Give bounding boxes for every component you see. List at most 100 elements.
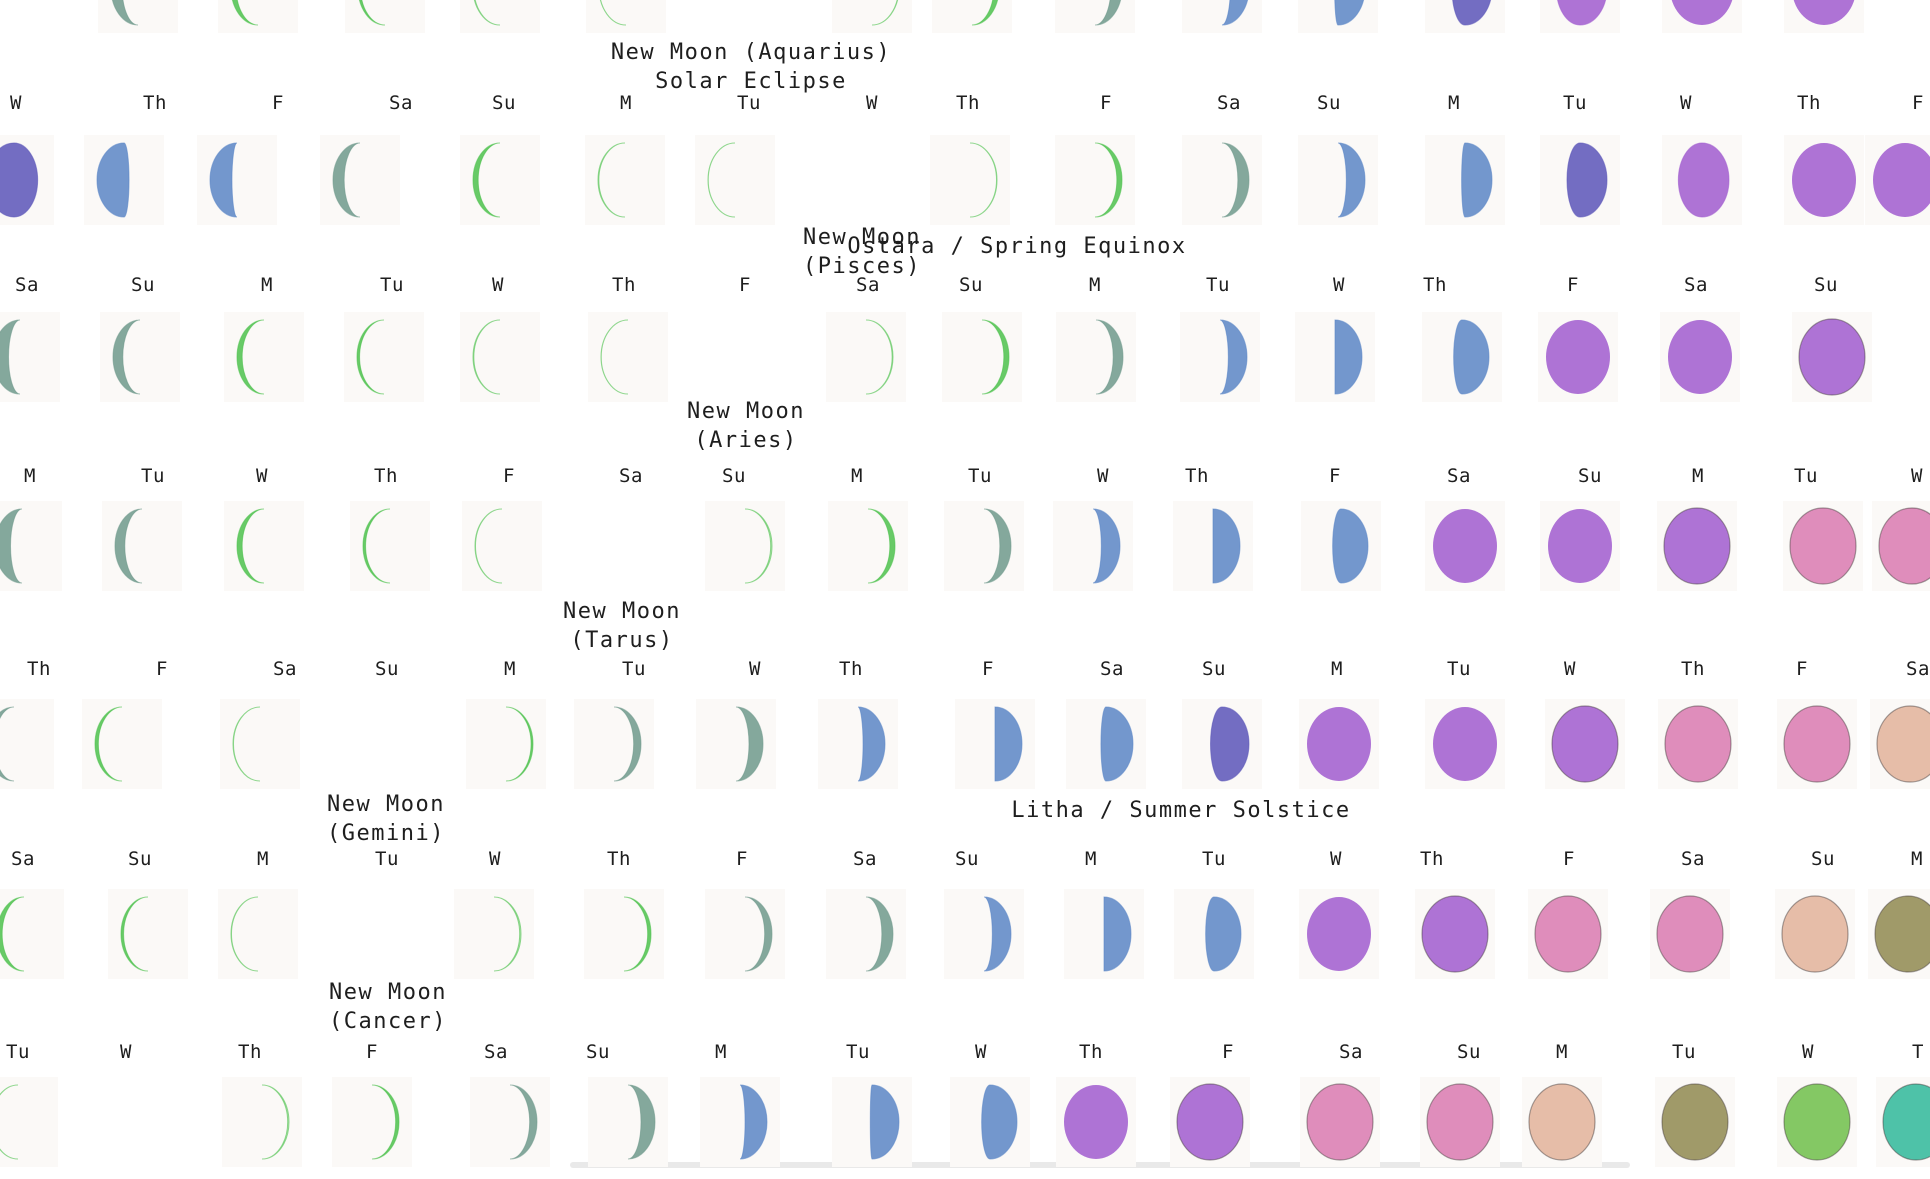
day-label: Th xyxy=(1423,274,1447,296)
day-label: Th xyxy=(612,274,636,296)
day-label: Th xyxy=(143,92,167,114)
moon-phase xyxy=(0,699,54,789)
moon-phase xyxy=(696,699,776,789)
moon-phase xyxy=(1182,135,1262,225)
moon-phase xyxy=(1299,889,1379,979)
moon-phase xyxy=(944,889,1024,979)
moon-phase xyxy=(944,501,1024,591)
day-label: Th xyxy=(1079,1041,1103,1063)
day-label: Tu xyxy=(1206,274,1230,296)
moon-phase xyxy=(705,889,785,979)
day-label: M xyxy=(1448,92,1460,114)
day-label: Su xyxy=(492,92,516,114)
annotation-line: Litha / Summer Solstice xyxy=(1011,798,1351,823)
moon-phase xyxy=(100,312,180,402)
day-label: Tu xyxy=(375,848,399,870)
moon-phase xyxy=(1538,312,1618,402)
day-label: W xyxy=(1680,92,1692,114)
moon-phase xyxy=(1660,312,1740,402)
moon-phase xyxy=(1783,501,1863,591)
day-label: Su xyxy=(1578,465,1602,487)
day-label: Sa xyxy=(619,465,643,487)
moon-top-partial xyxy=(1540,0,1620,33)
moon-phase xyxy=(1425,699,1505,789)
day-label: Th xyxy=(956,92,980,114)
moon-phase xyxy=(1056,312,1136,402)
day-label: M xyxy=(1331,658,1343,680)
day-label: Su xyxy=(722,465,746,487)
new-moon-gemini-annotation: New Moon (Gemini) xyxy=(327,790,445,848)
annotation-line: New Moon xyxy=(563,599,681,624)
moon-phase xyxy=(1425,501,1505,591)
moon-phase xyxy=(320,135,400,225)
moon-phase xyxy=(0,889,64,979)
day-label: Sa xyxy=(1100,658,1124,680)
moon-phase xyxy=(1784,135,1864,225)
day-label: W xyxy=(1802,1041,1814,1063)
day-label: M xyxy=(851,465,863,487)
day-label: Tu xyxy=(6,1041,30,1063)
moon-phase xyxy=(197,135,277,225)
day-label: Sa xyxy=(853,848,877,870)
moon-phase xyxy=(1545,699,1625,789)
day-label: Tu xyxy=(1672,1041,1696,1063)
moon-phase xyxy=(1775,889,1855,979)
day-label: Tu xyxy=(846,1041,870,1063)
day-label: W xyxy=(866,92,878,114)
day-label: W xyxy=(492,274,504,296)
day-label: M xyxy=(1085,848,1097,870)
day-label: Sa xyxy=(1906,658,1930,680)
moon-phase xyxy=(0,312,60,402)
day-label: M xyxy=(1089,274,1101,296)
day-label: W xyxy=(1333,274,1345,296)
moon-top-partial xyxy=(586,0,666,33)
moon-phase xyxy=(574,699,654,789)
moon-phase xyxy=(832,1077,912,1167)
moon-top-partial xyxy=(832,0,912,33)
annotation-line: New Moon xyxy=(327,792,445,817)
day-label: F xyxy=(503,465,515,487)
day-label: Tu xyxy=(1447,658,1471,680)
day-label: F xyxy=(1563,848,1575,870)
moon-top-partial xyxy=(1425,0,1505,33)
moon-phase xyxy=(1650,889,1730,979)
day-label: Sa xyxy=(1339,1041,1363,1063)
day-label: Su xyxy=(131,274,155,296)
moon-phase xyxy=(1064,889,1144,979)
moon-phase xyxy=(350,501,430,591)
annotation-line: (Cancer) xyxy=(329,1009,447,1034)
moon-phase xyxy=(460,312,540,402)
moon-phase xyxy=(1420,1077,1500,1167)
annotation-line: (Tarus) xyxy=(570,628,674,653)
moon-phase xyxy=(955,699,1035,789)
annotation-line: New Moon xyxy=(803,225,921,250)
moon-top-partial xyxy=(1298,0,1378,33)
day-label: F xyxy=(272,92,284,114)
moon-phase xyxy=(585,135,665,225)
moon-phase xyxy=(84,135,164,225)
day-label: Su xyxy=(1317,92,1341,114)
moon-phase xyxy=(1865,135,1930,225)
day-label: Sa xyxy=(11,848,35,870)
moon-phase xyxy=(1522,1077,1602,1167)
day-label: Sa xyxy=(856,274,880,296)
moon-phase xyxy=(826,312,906,402)
litha-annotation: Litha / Summer Solstice xyxy=(1011,796,1350,825)
moon-phase xyxy=(222,1077,302,1167)
day-label: Su xyxy=(128,848,152,870)
moon-phase xyxy=(1415,889,1495,979)
day-label: Su xyxy=(959,274,983,296)
day-label: Th xyxy=(238,1041,262,1063)
moon-phase xyxy=(588,312,668,402)
moon-phase xyxy=(102,501,182,591)
moon-phase xyxy=(828,501,908,591)
day-label: Tu xyxy=(380,274,404,296)
day-label: Tu xyxy=(622,658,646,680)
day-label: F xyxy=(1222,1041,1234,1063)
moon-phase xyxy=(220,699,300,789)
day-label: F xyxy=(1912,92,1924,114)
moon-phase xyxy=(0,135,54,225)
moon-top-partial xyxy=(1784,0,1864,33)
day-label: W xyxy=(489,848,501,870)
day-label: M xyxy=(620,92,632,114)
